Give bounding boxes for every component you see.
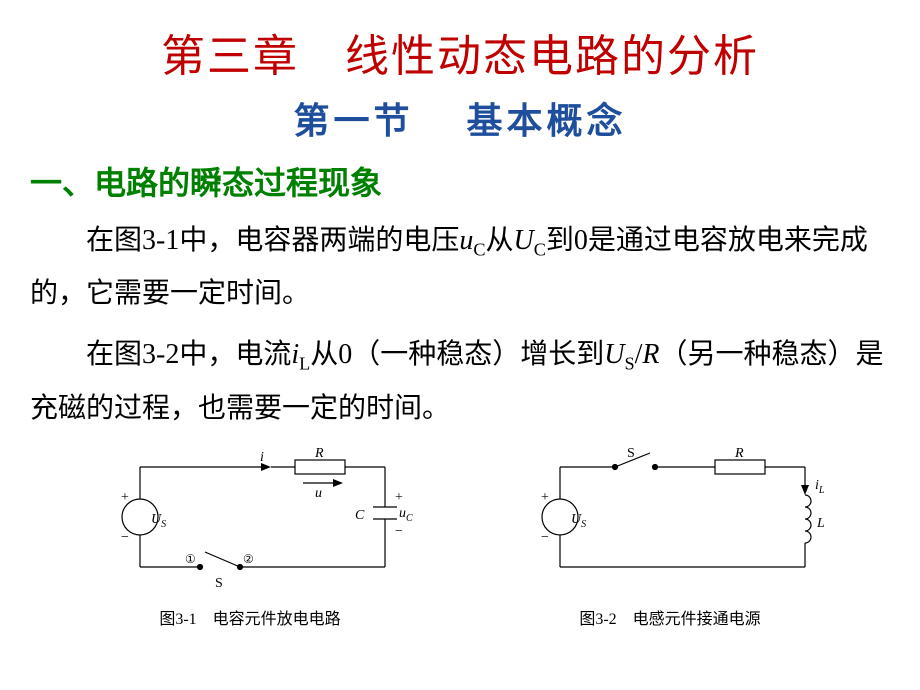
fig1-Us-sub: S	[161, 519, 166, 530]
figure-2-caption: 图3-2 电感元件接通电源	[579, 605, 760, 629]
p2-var-Us: U	[604, 339, 624, 370]
fig1-node2: ②	[243, 552, 254, 566]
fig1-R: R	[314, 447, 324, 461]
p2-var-iL: i	[291, 339, 299, 370]
section-title: 第一节 基本概念	[0, 92, 920, 144]
chapter-title: 第三章 线性动态电路的分析	[0, 0, 920, 84]
fig2-Us-sub: S	[581, 519, 586, 530]
p2-var-R: R	[642, 339, 659, 370]
section-heading: 一、电路的瞬态过程现象	[30, 158, 920, 204]
fig1-S: S	[215, 576, 223, 591]
p1-text-b: 从	[485, 225, 513, 256]
p1-sub-C2: C	[534, 240, 546, 260]
paragraph-2: 在图3-2中，电流iL从0（一种稳态）增长到US/R（另一种稳态）是充磁的过程，…	[30, 328, 890, 434]
p1-var-Uc: U	[513, 225, 533, 256]
fig2-iL-sub: L	[818, 485, 825, 496]
fig2-plus: +	[541, 490, 549, 505]
fig2-S: S	[627, 447, 635, 461]
figure-2: + − US S R iL L 图3-2 电感元件接通电源	[505, 447, 835, 629]
svg-text:US: US	[151, 512, 166, 530]
svg-text:uC: uC	[399, 506, 413, 524]
fig1-cap-plus: +	[395, 490, 403, 505]
figures-row: + − US i R u C uC + − ① ② S 图3-1 电容元件放电电…	[0, 447, 920, 629]
p2-text-b: 从0（一种稳态）增长到	[310, 339, 604, 370]
svg-text:iL: iL	[815, 478, 825, 496]
fig2-minus: −	[541, 530, 549, 545]
fig1-C: C	[355, 508, 365, 523]
p2-sub-S: S	[624, 354, 634, 374]
figure-1: + − US i R u C uC + − ① ② S 图3-1 电容元件放电电…	[85, 447, 415, 629]
circuit-diagram-2: + − US S R iL L	[505, 447, 835, 597]
fig1-i: i	[260, 450, 264, 465]
svg-text:US: US	[571, 512, 586, 530]
fig1-cap-minus: −	[395, 524, 403, 539]
p1-var-uc: u	[459, 225, 473, 256]
fig1-uc: u	[399, 506, 406, 521]
fig1-minus: −	[121, 530, 129, 545]
fig1-plus: +	[121, 490, 129, 505]
fig1-u: u	[315, 486, 322, 501]
p1-sub-c: C	[473, 240, 485, 260]
circuit-diagram-1: + − US i R u C uC + − ① ② S	[85, 447, 415, 597]
fig1-uc-sub: C	[406, 513, 413, 524]
p2-sub-L: L	[299, 354, 310, 374]
figure-1-caption: 图3-1 电容元件放电电路	[159, 605, 340, 629]
fig2-L: L	[816, 516, 825, 531]
fig2-R: R	[734, 447, 744, 461]
p2-text-a: 在图3-2中，电流	[86, 339, 291, 370]
p1-text-a: 在图3-1中，电容器两端的电压	[86, 225, 459, 256]
fig1-node1: ①	[185, 552, 196, 566]
paragraph-1: 在图3-1中，电容器两端的电压uC从UC到0是通过电容放电来完成的，它需要一定时…	[30, 214, 890, 320]
